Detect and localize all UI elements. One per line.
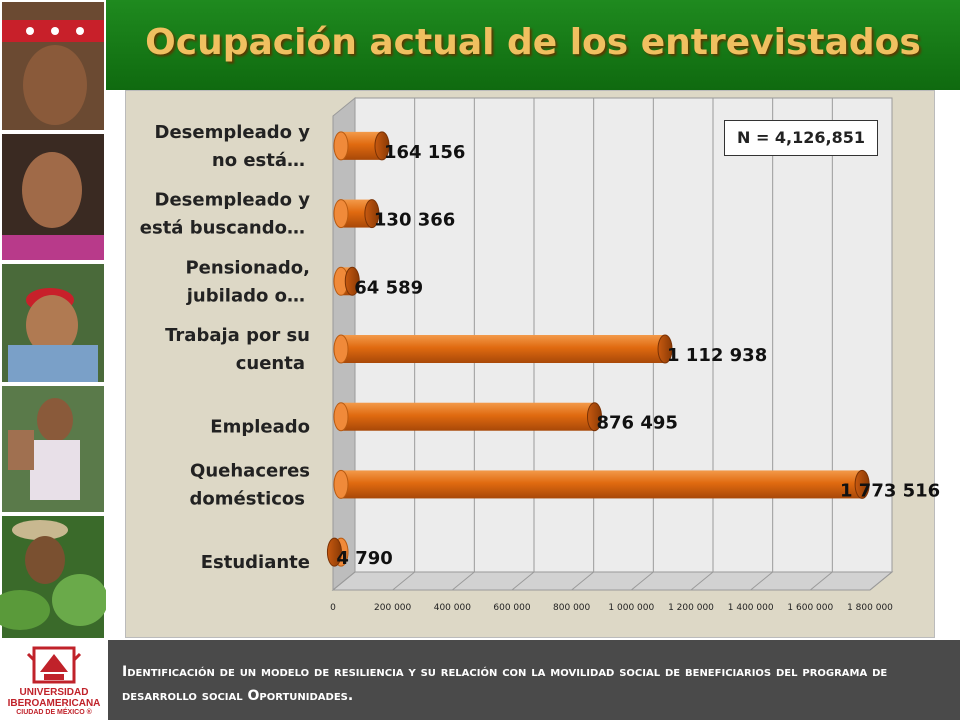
footer-caption: Identificación de un modelo de resilienc… [122,664,888,704]
sample-size-label: N = 4,126,851 [724,120,878,156]
logo-line-2: IBEROAMERICANA [7,698,101,709]
chart-frame [125,90,935,638]
university-logo: UNIVERSIDAD IBEROAMERICANA CIUDAD DE MÉX… [0,640,108,720]
logo-line-1: UNIVERSIDAD [19,687,89,698]
portrait-photos [0,2,108,638]
slide-title: Ocupación actual de los entrevistados [145,22,921,63]
logo-line-3: CIUDAD DE MÉXICO ® [16,709,92,716]
title-bar: Ocupación actual de los entrevistados [106,0,960,90]
footer-bar [0,640,960,720]
logo-emblem-icon [26,646,82,684]
photo-strip [0,0,108,640]
